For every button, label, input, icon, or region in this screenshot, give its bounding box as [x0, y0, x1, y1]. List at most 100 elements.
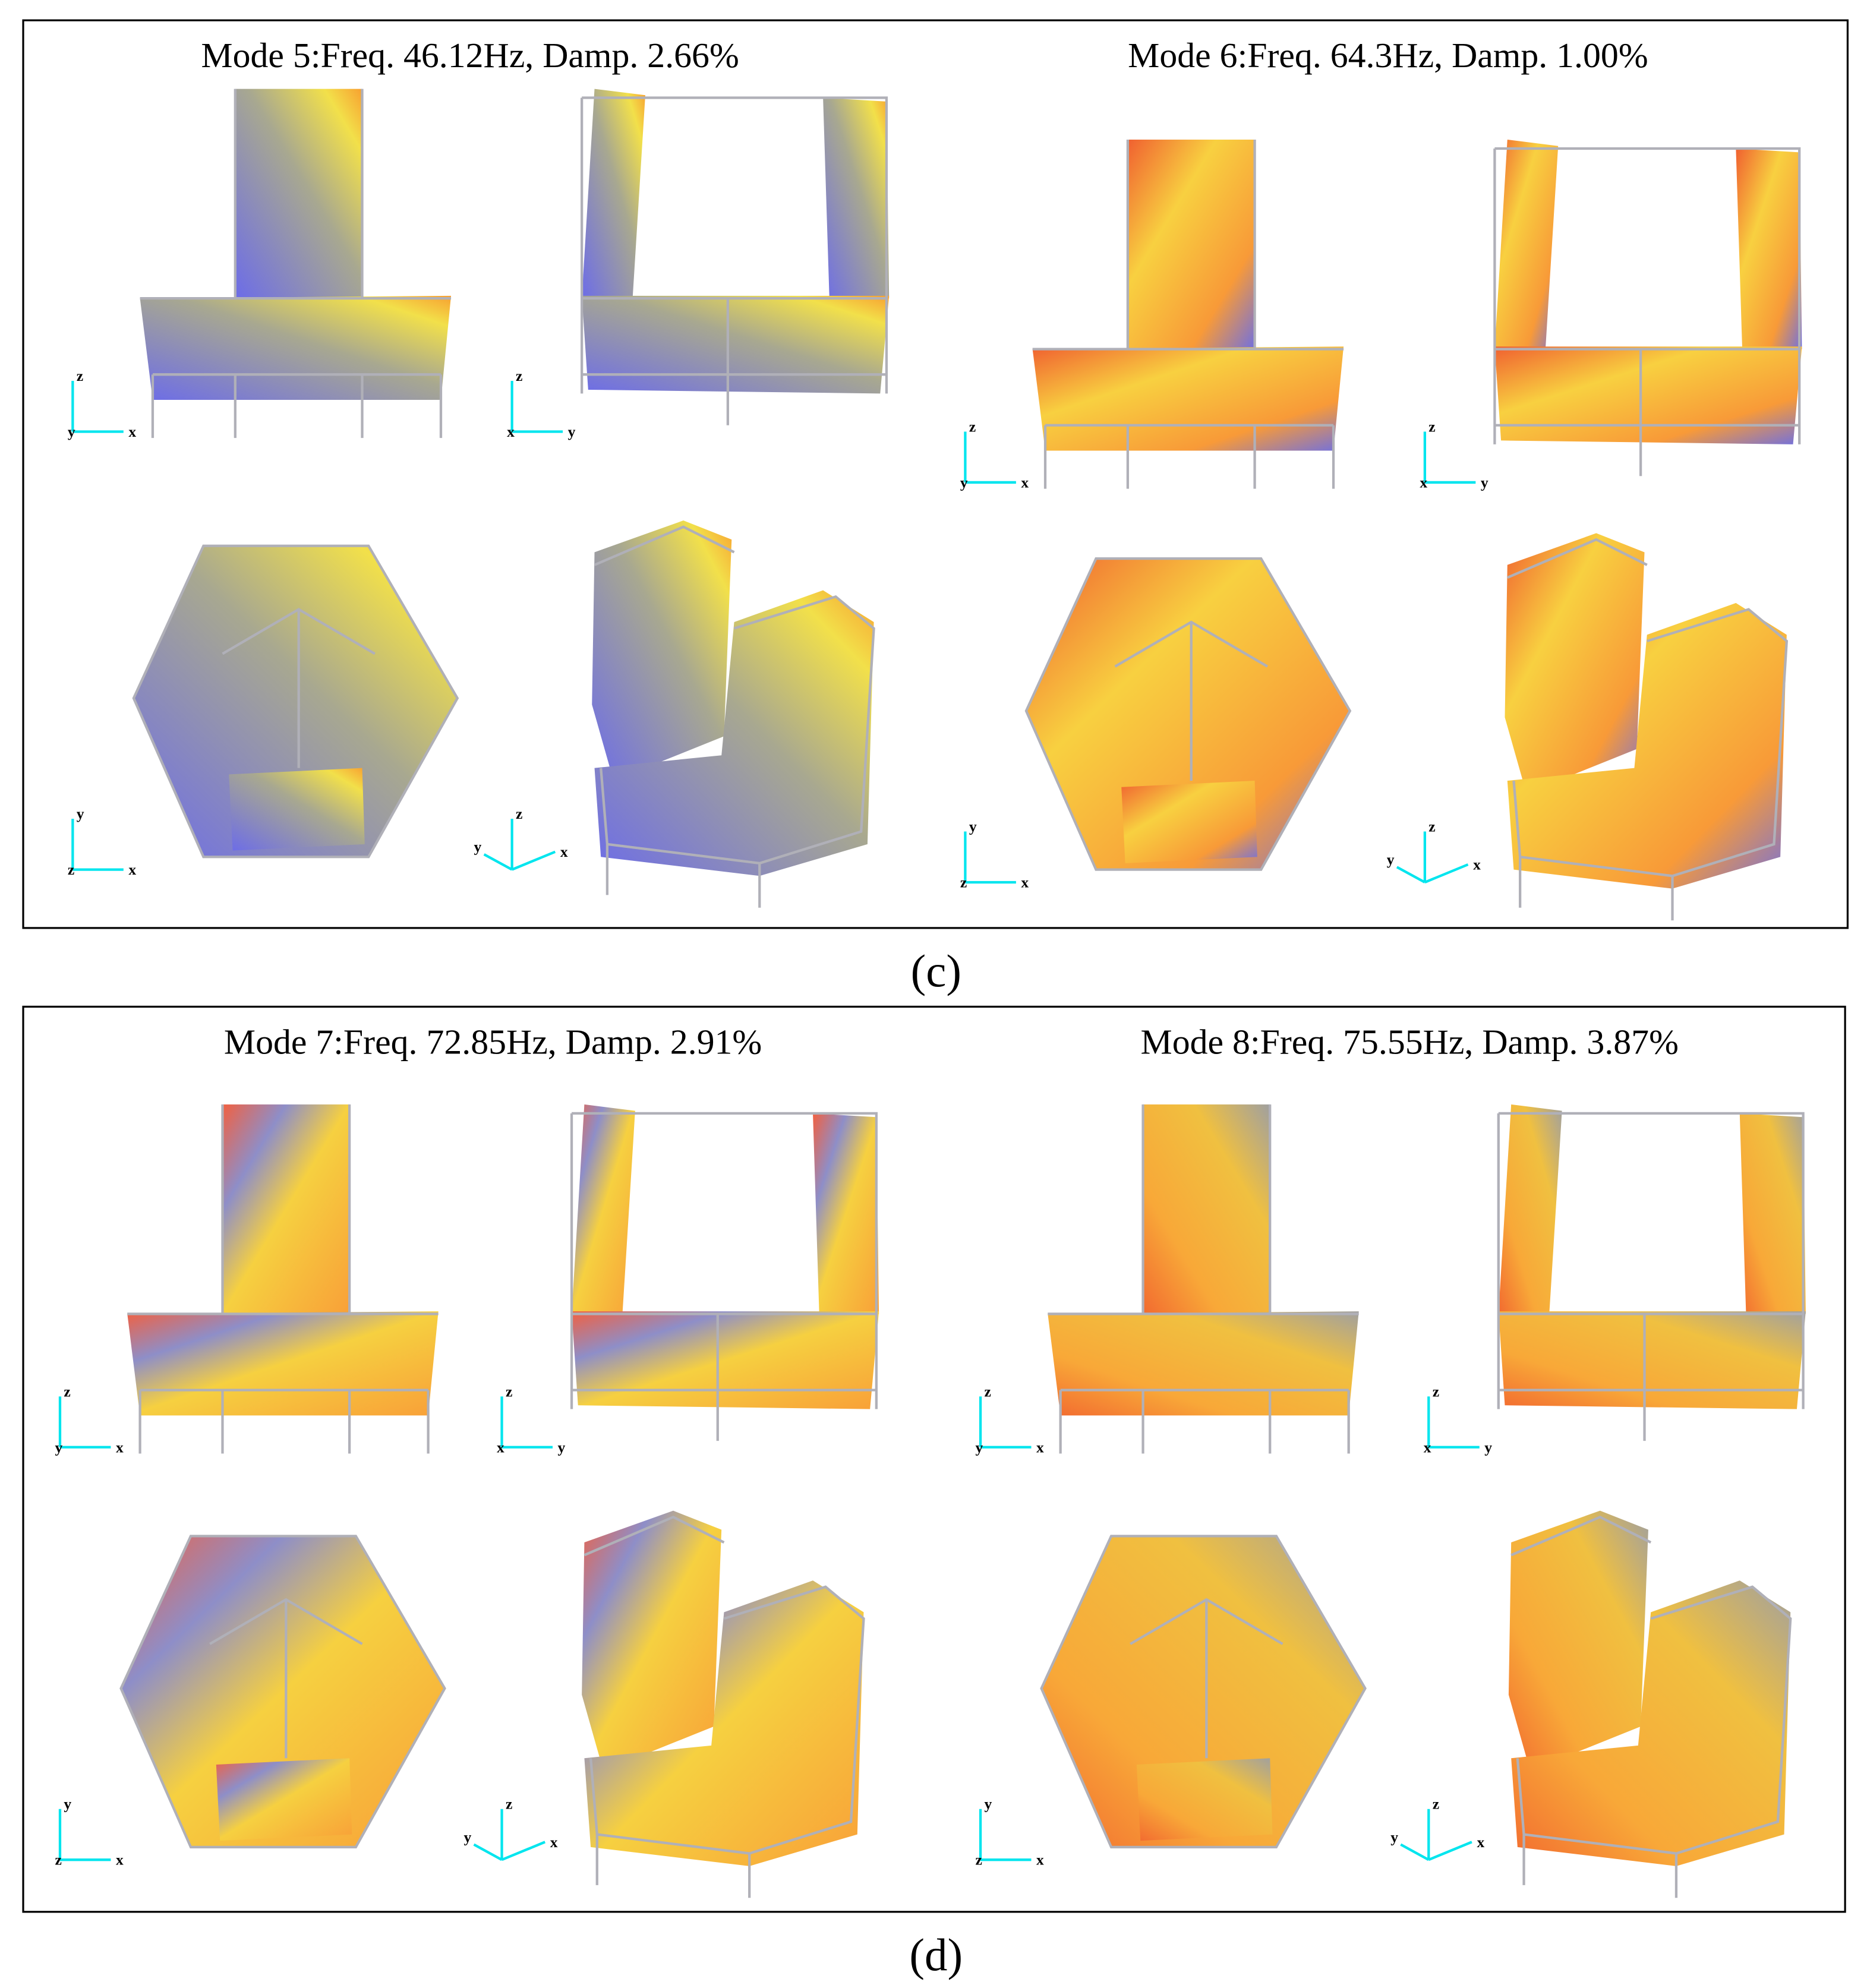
axis-triad: z y x [474, 805, 568, 871]
deformed-shape [1494, 140, 1559, 349]
deformed-shape [572, 1104, 635, 1314]
undeformed-wireframe [1048, 1104, 1359, 1454]
undeformed-wireframe [1040, 1535, 1367, 1848]
mode-shape-view [582, 1510, 865, 1898]
axis-triad: z y x [55, 1383, 124, 1456]
axis-label: x [128, 423, 136, 440]
deformed-shape [133, 545, 458, 857]
undeformed-wireframe [1493, 147, 1801, 477]
mode-shape-view [1493, 140, 1802, 477]
deformed-shape [1736, 148, 1802, 349]
deformed-shape [1143, 1104, 1270, 1314]
deformed-shape [222, 1104, 350, 1314]
deformed-shape [121, 1536, 445, 1847]
deformed-shape [592, 520, 732, 781]
axis-label: z [976, 1851, 982, 1869]
mode-shape-view [1032, 140, 1344, 489]
deformed-shape [582, 1510, 722, 1771]
undeformed-wireframe [140, 89, 452, 438]
deformed-shape [594, 590, 874, 876]
mode-shape-view [140, 89, 452, 438]
deformed-shape [1048, 1311, 1359, 1416]
axis-triad: z x y [1424, 1383, 1493, 1456]
deformed-shape [1508, 1510, 1648, 1771]
mode-shape-view [1505, 533, 1789, 921]
mode-shape-view [132, 544, 459, 859]
axis-arrow [511, 850, 556, 871]
axis-triad: z y x [1387, 818, 1481, 883]
axis-label: x [1473, 856, 1481, 873]
axis-triad: z y x [976, 1383, 1045, 1456]
deformed-shape [813, 1113, 879, 1314]
undeformed-wireframe [1510, 1515, 1792, 1898]
deformed-shape [216, 1758, 352, 1841]
mode-shape-view [592, 520, 875, 908]
deformed-shape [1498, 1311, 1806, 1409]
axis-label: y [77, 805, 84, 822]
deformed-shape [582, 89, 645, 299]
axis-arrow [1424, 863, 1469, 883]
axis-label: z [516, 805, 522, 822]
deformed-shape [1121, 781, 1257, 863]
undeformed-wireframe [1506, 538, 1789, 921]
axis-triad: y z x [960, 818, 1029, 891]
axis-label: y [1484, 1438, 1492, 1456]
axis-arrow [501, 1841, 545, 1861]
mode-shape-view [1024, 557, 1352, 871]
axis-label: y [1387, 851, 1395, 868]
axis-label: x [1021, 474, 1029, 491]
deformed-shape [823, 97, 890, 299]
axis-label: x [550, 1834, 558, 1851]
axis-triad: y z x [55, 1795, 124, 1869]
undeformed-wireframe [127, 1104, 439, 1454]
axis-label: z [506, 1795, 512, 1813]
axis-triad: z x y [1420, 418, 1488, 491]
mode-shape-view [119, 1535, 446, 1848]
mode-shape-view [1508, 1510, 1792, 1898]
mode-title: Mode 7:Freq. 72.85Hz, Damp. 2.91% [224, 1022, 762, 1061]
axis-label: z [516, 367, 522, 384]
axis-triad: z y x [960, 418, 1029, 491]
deformed-shape [1136, 1758, 1273, 1841]
axis-label: y [1481, 474, 1488, 491]
axis-triad: y z x [976, 1795, 1045, 1869]
panel-frame [22, 1005, 1846, 1913]
deformed-shape [1505, 533, 1645, 794]
axis-label: y [68, 423, 75, 440]
axis-label: y [474, 838, 482, 856]
axis-label: y [984, 1795, 992, 1813]
axis-label: x [116, 1438, 124, 1456]
deformed-shape [1041, 1536, 1365, 1847]
axis-label: z [506, 1383, 512, 1400]
axis-label: x [1036, 1851, 1044, 1869]
mode-shape-view [127, 1104, 439, 1454]
axis-label: z [1428, 818, 1435, 835]
undeformed-wireframe [584, 1515, 865, 1898]
axis-label: z [969, 418, 976, 435]
deformed-shape [1511, 1580, 1791, 1866]
deformed-shape [582, 295, 890, 394]
deformed-shape [572, 1311, 879, 1409]
axis-label: y [64, 1795, 71, 1813]
mode-shape-view [1040, 1535, 1367, 1848]
undeformed-wireframe [581, 96, 888, 425]
undeformed-wireframe [132, 544, 459, 859]
axis-label: z [1433, 1383, 1439, 1400]
deformed-shape [1032, 346, 1344, 451]
deformed-shape [235, 89, 362, 299]
axis-arrow [483, 853, 513, 871]
undeformed-wireframe [570, 1112, 878, 1441]
axis-label: z [55, 1851, 61, 1869]
axis-label: x [1477, 1834, 1484, 1851]
deformed-shape [1507, 602, 1787, 889]
axis-label: x [1036, 1438, 1044, 1456]
mode-title: Mode 5:Freq. 46.12Hz, Damp. 2.66% [201, 36, 739, 75]
axis-triad: z x y [497, 1383, 566, 1456]
mode-shape-view [1497, 1104, 1806, 1441]
undeformed-wireframe [1024, 557, 1352, 871]
deformed-shape [584, 1580, 864, 1866]
axis-label: y [960, 474, 968, 491]
axis-label: z [984, 1383, 991, 1400]
mode-title: Mode 6:Freq. 64.3Hz, Damp. 1.00% [1128, 36, 1648, 75]
mode-shape-view [581, 89, 890, 425]
